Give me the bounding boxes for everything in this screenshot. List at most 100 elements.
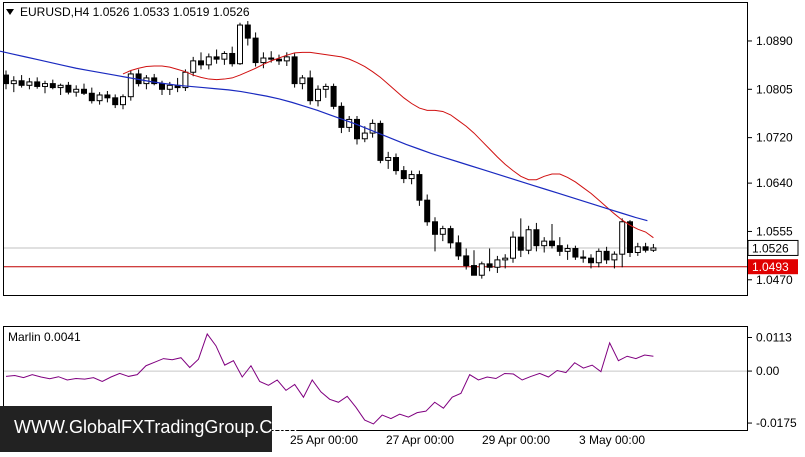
candle-body	[237, 24, 243, 65]
candle-body	[291, 56, 298, 85]
candle-body	[198, 60, 204, 66]
candle-body	[49, 83, 56, 89]
candles-group	[3, 21, 657, 279]
candle	[315, 85, 321, 107]
support-price-tag: 1.0493	[748, 259, 798, 275]
candle-body	[486, 263, 493, 268]
candle	[42, 80, 48, 94]
candle-body	[3, 74, 9, 85]
candle-body	[57, 84, 64, 89]
candle	[307, 70, 314, 105]
candle-body	[229, 52, 236, 65]
candle	[34, 77, 41, 89]
time-tick-label: 25 Apr 00:00	[290, 433, 358, 447]
candle	[463, 248, 470, 270]
candle-body	[416, 174, 423, 201]
candle	[104, 91, 111, 103]
candle-body	[10, 80, 17, 85]
candle-body	[424, 199, 431, 223]
triangle-down-icon[interactable]	[6, 9, 14, 15]
candle	[603, 246, 610, 264]
marlin-line	[5, 332, 654, 425]
candle-body	[463, 255, 470, 267]
candle	[88, 87, 95, 104]
candle	[354, 116, 360, 145]
candle	[190, 56, 197, 77]
candle	[361, 126, 368, 143]
candle-body	[283, 56, 290, 62]
candle-body	[213, 56, 220, 60]
candle-body	[252, 37, 259, 64]
candle	[634, 242, 641, 256]
candle-body	[182, 71, 189, 89]
candle-body	[190, 60, 197, 73]
time-axis: 25 Apr 00:00 27 Apr 00:00 29 Apr 00:00 3…	[290, 433, 645, 447]
candle-body	[525, 229, 532, 251]
candle	[377, 120, 384, 164]
candle	[57, 83, 64, 95]
candle-body	[18, 80, 25, 86]
candle	[510, 231, 516, 263]
candle	[127, 70, 134, 101]
candle	[408, 170, 415, 185]
indicator-tick-label: -0.0175	[756, 416, 797, 430]
candle-body	[549, 240, 555, 247]
candle-body	[588, 257, 594, 264]
candle	[588, 254, 594, 269]
indicator-header: Marlin 0.0041	[8, 330, 81, 344]
candle	[549, 224, 555, 249]
candle-body	[439, 228, 446, 235]
candle	[478, 261, 485, 279]
candle-body	[159, 83, 165, 90]
candle	[3, 70, 9, 90]
candle-body	[73, 88, 80, 93]
candle	[151, 73, 158, 86]
candle	[393, 153, 399, 175]
candle	[572, 245, 579, 260]
candle	[556, 237, 563, 256]
candle	[564, 244, 571, 260]
candle	[81, 83, 87, 95]
symbol-header: EURUSD,H4 1.0526 1.0533 1.0519 1.0526	[20, 5, 250, 19]
candle-body	[322, 85, 329, 90]
time-tick-label: 29 Apr 00:00	[482, 433, 550, 447]
candle-body	[307, 77, 314, 102]
candle	[260, 52, 267, 69]
candle	[502, 254, 509, 269]
candle	[65, 81, 72, 95]
candle	[205, 53, 212, 70]
candle-body	[603, 250, 610, 261]
candle	[611, 251, 618, 269]
candle-body	[400, 170, 407, 180]
indicator-tick-label: 0.00	[756, 364, 780, 378]
candle	[455, 235, 462, 260]
candle-body	[96, 94, 103, 102]
ma-fast-line	[122, 51, 654, 239]
current-price-tag: 1.0526	[747, 239, 799, 256]
candle-body	[385, 157, 392, 161]
candle-body	[533, 229, 540, 247]
price-tick-label: 1.0720	[756, 131, 793, 145]
candle-body	[595, 250, 602, 264]
candle-body	[408, 174, 415, 180]
ma-slow-line	[0, 50, 648, 222]
candle-body	[361, 132, 368, 140]
candle-body	[65, 84, 72, 93]
candle-body	[650, 247, 657, 251]
candle-body	[299, 77, 306, 85]
candle-body	[346, 118, 353, 128]
candle	[229, 46, 236, 67]
candle-body	[88, 92, 95, 102]
candle	[385, 151, 392, 169]
candle	[330, 83, 337, 110]
candle	[252, 32, 259, 67]
candle	[525, 225, 532, 255]
candle-body	[510, 236, 516, 259]
candle	[221, 51, 228, 65]
candle-body	[556, 245, 563, 252]
current-price-label: 1.0526	[752, 241, 789, 255]
candle-body	[580, 256, 587, 259]
candle-body	[338, 105, 345, 128]
